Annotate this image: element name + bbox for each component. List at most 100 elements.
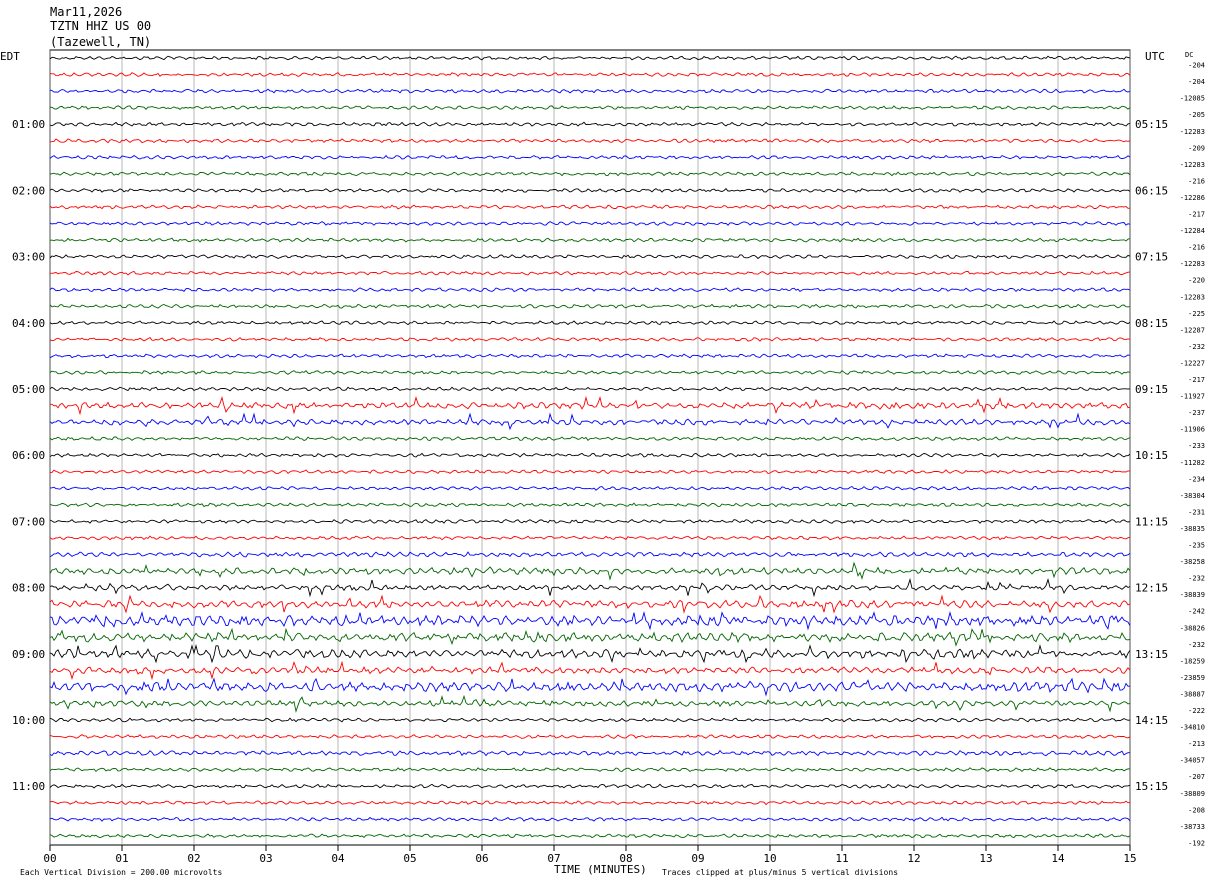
seismic-trace xyxy=(49,783,1131,789)
dc-offset-label: -38835 xyxy=(1180,525,1205,533)
x-tick-label: 13 xyxy=(979,852,992,865)
minute-gridlines xyxy=(49,50,1131,845)
right-hour-label: 09:15 xyxy=(1135,383,1168,396)
dc-offset-label: -204 xyxy=(1188,62,1205,70)
dc-offset-label: -38887 xyxy=(1180,690,1205,698)
right-hour-label: 12:15 xyxy=(1135,582,1168,595)
seismic-trace xyxy=(50,469,1131,475)
x-tick-label: 12 xyxy=(907,852,920,865)
seismic-trace xyxy=(49,254,1131,260)
dc-offset-label: -234 xyxy=(1188,475,1205,483)
seismic-trace xyxy=(49,535,1131,541)
seismic-trace xyxy=(49,105,1131,110)
left-hour-label: 03:00 xyxy=(12,251,45,264)
dc-offset-label: -11906 xyxy=(1180,426,1205,434)
x-tick-label: 00 xyxy=(43,852,56,865)
seismic-trace xyxy=(49,88,1131,94)
seismic-trace xyxy=(49,767,1131,773)
seismic-trace xyxy=(49,436,1131,442)
dc-offset-label: -11282 xyxy=(1180,459,1205,467)
seismic-trace xyxy=(49,237,1131,243)
seismic-trace xyxy=(49,800,1131,806)
dc-offset-label: -220 xyxy=(1188,277,1205,285)
seismic-trace xyxy=(49,204,1131,210)
seismic-trace xyxy=(49,303,1131,309)
x-tick-label: 06 xyxy=(475,852,488,865)
dc-offset-label: -217 xyxy=(1188,211,1205,219)
dc-offset-label: -208 xyxy=(1188,806,1205,814)
left-hour-label: 06:00 xyxy=(12,449,45,462)
right-timezone-label: UTC xyxy=(1145,50,1165,63)
seismic-trace xyxy=(49,188,1131,193)
seismic-trace xyxy=(49,171,1131,177)
dc-offset-label: -233 xyxy=(1188,442,1205,450)
dc-offset-label: -12287 xyxy=(1180,326,1205,334)
dc-offset-label: -225 xyxy=(1188,310,1205,318)
dc-offset-label: -38826 xyxy=(1180,624,1205,632)
dc-offset-label: -242 xyxy=(1188,608,1205,616)
x-axis-title: TIME (MINUTES) xyxy=(554,863,647,876)
seismic-trace xyxy=(49,694,1131,714)
dc-offset-label: -232 xyxy=(1188,641,1205,649)
right-hour-label: 07:15 xyxy=(1135,251,1168,264)
seismic-trace xyxy=(49,660,1131,681)
dc-offset-label: -12227 xyxy=(1180,359,1205,367)
seismic-trace xyxy=(49,386,1131,392)
left-hour-label: 07:00 xyxy=(12,515,45,528)
x-tick-label: 14 xyxy=(1051,852,1065,865)
left-hour-label: 01:00 xyxy=(12,118,45,131)
seismic-trace xyxy=(49,519,1131,524)
dc-offset-label: -38839 xyxy=(1180,591,1205,599)
dc-offset-label: -12283 xyxy=(1180,128,1205,136)
header-station: TZTN HHZ US 00 xyxy=(50,19,151,33)
x-tick-label: 01 xyxy=(115,852,128,865)
seismic-trace xyxy=(49,749,1130,757)
seismic-trace xyxy=(49,561,1131,581)
seismic-trace xyxy=(49,816,1131,822)
dc-offset-label: -216 xyxy=(1188,177,1205,185)
right-hour-label: 15:15 xyxy=(1135,780,1168,793)
seismic-trace xyxy=(49,270,1131,276)
seismic-trace xyxy=(49,833,1131,839)
dc-offset-label: -34810 xyxy=(1180,724,1205,732)
x-tick-label: 03 xyxy=(259,852,272,865)
header-location: (Tazewell, TN) xyxy=(50,35,151,49)
dc-offset-label: -18259 xyxy=(1180,657,1205,665)
dc-offset-label: -34057 xyxy=(1180,757,1205,765)
left-hour-label: 11:00 xyxy=(12,780,45,793)
x-tick-label: 07 xyxy=(547,852,560,865)
dc-offset-label: -235 xyxy=(1188,542,1205,550)
seismic-trace xyxy=(49,677,1131,697)
seismic-trace xyxy=(49,221,1131,226)
dc-offset-label: -12284 xyxy=(1180,227,1205,235)
seismic-trace xyxy=(49,353,1131,359)
dc-offset-label: -23859 xyxy=(1180,674,1205,682)
x-tick-label: 04 xyxy=(331,852,345,865)
dc-offset-label: -209 xyxy=(1188,144,1205,152)
seismic-trace xyxy=(49,502,1131,508)
dc-offset-label: -231 xyxy=(1188,508,1205,516)
dc-offset-label: -204 xyxy=(1188,78,1205,86)
dc-offset-labels: -204 -204 -12085 -205 -12283 -209 -12283 -216 -1… xyxy=(1180,62,1205,848)
right-hour-label: 11:15 xyxy=(1135,515,1168,528)
footer-scale-note: Each Vertical Division = 200.00 microvol… xyxy=(20,868,222,877)
left-hour-label: 05:00 xyxy=(12,383,45,396)
seismic-trace xyxy=(49,320,1131,326)
right-hour-label: 08:15 xyxy=(1135,317,1168,330)
seismic-trace xyxy=(49,485,1131,491)
left-hour-labels: 01:00 02:00 03:00 04:00 05:00 06:00 07:00 08:00… xyxy=(12,118,45,793)
plot-frame xyxy=(49,49,1131,846)
dc-offset-label: -232 xyxy=(1188,343,1205,351)
right-hour-label: 14:15 xyxy=(1135,714,1168,727)
dc-offset-label: -38809 xyxy=(1180,790,1205,798)
seismic-trace xyxy=(49,72,1131,77)
seismic-trace xyxy=(49,121,1131,127)
dc-offset-label: -232 xyxy=(1188,575,1205,583)
dc-offset-label: -207 xyxy=(1188,773,1205,781)
left-hour-label: 09:00 xyxy=(12,648,45,661)
dc-offset-label: -38733 xyxy=(1180,823,1205,831)
dc-offset-label: -205 xyxy=(1188,111,1205,119)
right-hour-label: 05:15 xyxy=(1135,118,1168,131)
footer-clip-note: Traces clipped at plus/minus 5 vertical … xyxy=(662,868,898,877)
